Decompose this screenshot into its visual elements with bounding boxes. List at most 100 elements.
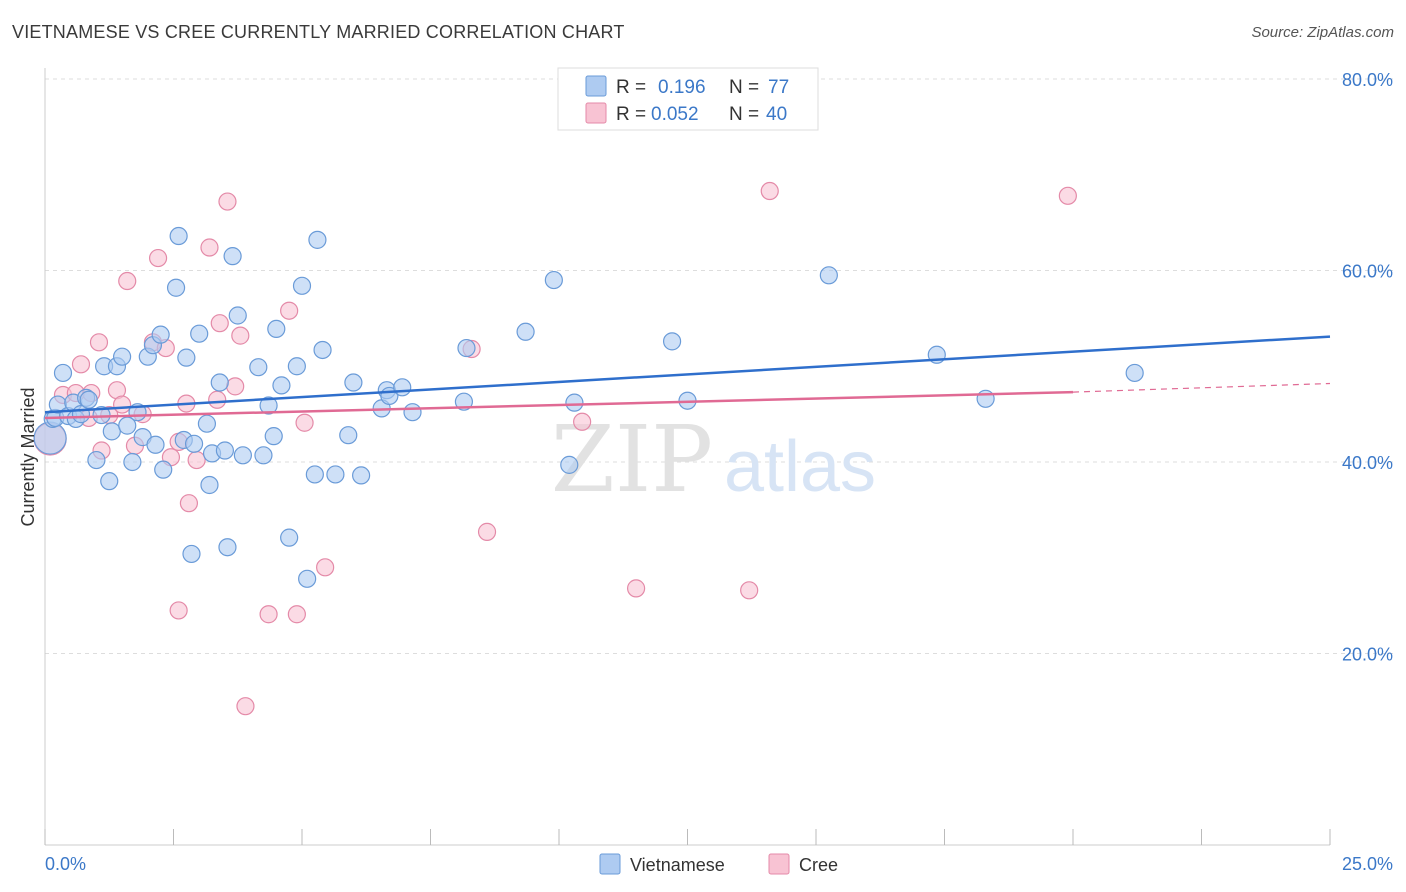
vietnamese-point-76: [1125, 363, 1144, 383]
vietnamese-point-17: [112, 347, 132, 366]
trend-lines: [44, 335, 1331, 420]
vietnamese-point-27: [166, 278, 186, 297]
chart-title: VIETNAMESE VS CREE CURRENTLY MARRIED COR…: [12, 22, 625, 42]
vietnamese-point-50: [287, 357, 306, 376]
cree-point-11: [118, 271, 137, 291]
cree-point-30: [259, 605, 278, 624]
x-tick-labels: 0.0% 25.0%: [45, 854, 1393, 874]
vietnamese-point-24: [146, 435, 165, 454]
vietnamese-point-53: [305, 465, 324, 484]
cree-point-39: [740, 581, 759, 600]
vietnamese-point-59: [352, 466, 371, 485]
vietnamese-point-46: [264, 427, 283, 446]
cree-point-28: [231, 326, 250, 345]
vietnamese-point-66: [457, 338, 476, 358]
cree-point-19: [169, 601, 188, 620]
cree-point-21: [179, 494, 199, 513]
cree-point-32: [287, 605, 306, 624]
y-axis-label: Currently Married: [18, 387, 38, 526]
vietnamese-point-63: [393, 378, 412, 397]
vietnamese-point-43: [249, 358, 268, 377]
bottom-legend-swatch-vietnamese: [599, 853, 621, 875]
cree-point-24: [208, 390, 227, 409]
vietnamese-point-67: [516, 322, 535, 341]
vietnamese-point-35: [200, 475, 219, 495]
vietnamese-point-75: [976, 389, 995, 408]
vietnamese-point-69: [560, 455, 579, 474]
vietnamese-point-25: [151, 325, 170, 344]
legend-n-label-2: N =: [729, 104, 759, 125]
vietnamese-point-70: [565, 393, 584, 412]
vietnamese-point-31: [182, 544, 201, 564]
vietnamese-point-40: [223, 247, 242, 266]
vietnamese-point-56: [326, 465, 345, 484]
cree-point-38: [626, 579, 646, 598]
y-tick-labels: 20.0% 40.0% 60.0% 80.0%: [1342, 70, 1393, 665]
cree-point-26: [218, 192, 237, 211]
legend-r-value-2: 0.052: [651, 104, 699, 125]
vietnamese-point-57: [339, 426, 358, 445]
vietnamese-point-10: [79, 390, 98, 409]
legend-r-value-1: 0.196: [658, 77, 706, 98]
legend-n-label-1: N =: [729, 77, 759, 98]
cree-point-15: [148, 248, 168, 268]
axes: [44, 68, 1331, 846]
cree-point-37: [573, 412, 592, 431]
vietnamese-point-51: [292, 276, 312, 295]
cree-point-6: [89, 333, 109, 352]
cree-trend-line: [44, 390, 1074, 420]
vietnamese-point-44: [254, 446, 273, 465]
vietnamese-point-39: [218, 538, 237, 557]
cree-point-23: [200, 238, 219, 257]
vietnamese-point-55: [313, 340, 332, 360]
vietnamese-point-38: [215, 441, 234, 460]
x-tick-label-1: 25.0%: [1342, 854, 1393, 874]
vietnamese-point-15: [102, 422, 121, 441]
vietnamese-point-64: [403, 403, 422, 422]
vietnamese-point-4: [53, 363, 73, 383]
cree-point-29: [236, 697, 255, 716]
cree-point-34: [316, 558, 335, 577]
vietnamese-point-68: [544, 270, 563, 290]
vietnamese-point-47: [267, 319, 286, 339]
legend-swatch-vietnamese: [585, 75, 607, 97]
legend-n-value-2: 40: [766, 104, 787, 125]
legend-n-value-1: 77: [768, 77, 789, 98]
cree-point-3: [71, 355, 91, 374]
vietnamese-point-37: [210, 373, 229, 392]
x-tick-label-0: 0.0%: [45, 854, 86, 874]
vietnamese-point-52: [298, 569, 317, 588]
vietnamese-trend-line: [44, 335, 1331, 414]
vietnamese-point-33: [190, 324, 209, 343]
vietnamese-point-71: [662, 332, 682, 351]
bottom-legend-swatch-cree: [768, 853, 790, 875]
grid: [45, 78, 1395, 654]
vietnamese-point-14: [100, 472, 119, 491]
vietnamese-points: [33, 226, 1144, 588]
vietnamese-point-19: [123, 452, 142, 472]
bottom-legend-cree: Cree: [799, 855, 838, 875]
vietnamese-point-65: [454, 392, 474, 411]
vietnamese-point-73: [819, 266, 838, 285]
vietnamese-point-32: [184, 434, 204, 453]
cree-point-41: [1058, 186, 1077, 205]
watermark-atlas: atlas: [724, 427, 876, 507]
cree-point-27: [226, 377, 245, 396]
cree-point-31: [280, 301, 299, 320]
vietnamese-point-34: [197, 414, 217, 433]
legend-r-label-1: R =: [616, 77, 646, 98]
legend-swatch-cree: [585, 102, 607, 124]
vietnamese-point-30: [177, 348, 196, 367]
legend-r-label-2: R =: [616, 104, 646, 125]
y-tick-label-2: 60.0%: [1342, 262, 1393, 282]
cree-point-33: [295, 413, 314, 432]
vietnamese-point-54: [308, 230, 327, 249]
vietnamese-point-45: [259, 396, 278, 415]
y-tick-label-1: 40.0%: [1342, 453, 1393, 473]
cree-point-25: [210, 314, 229, 333]
cree-point-10: [112, 395, 132, 414]
vietnamese-point-58: [344, 373, 363, 392]
vietnamese-point-41: [228, 306, 247, 325]
cree-point-40: [760, 181, 779, 201]
